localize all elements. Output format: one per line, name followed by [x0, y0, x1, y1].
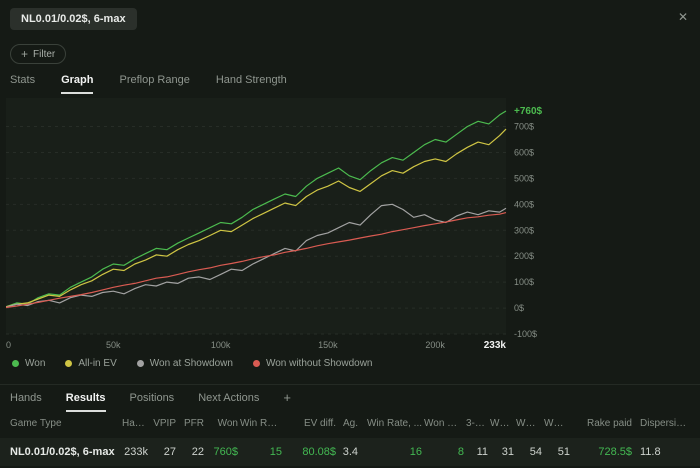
column-header-win-rate[interactable]: Win Rate ...	[240, 418, 284, 429]
bottom-tab-hands[interactable]: Hands	[10, 392, 42, 404]
y-axis-tick-label: 0$	[514, 303, 524, 313]
tab-stats[interactable]: Stats	[10, 74, 36, 86]
cell-vpip: 27	[163, 446, 176, 458]
legend-label: Won without Showdown	[265, 358, 373, 369]
series-line-won-without-showdown	[5, 212, 507, 309]
add-tab-button[interactable]: +	[283, 390, 291, 405]
column-header-pfr[interactable]: PFR	[184, 418, 204, 429]
cell-3bet: 11	[476, 446, 488, 458]
column-header-win-rate-2[interactable]: Win Rate, ...	[366, 418, 422, 429]
cell-rake-paid: 728.5$	[598, 446, 632, 458]
y-axis-tick-label: 700$	[514, 122, 534, 132]
cell-ev-diff: 80.08$	[302, 446, 336, 458]
series-line-won-at-showdown	[5, 203, 507, 308]
column-header-game-type[interactable]: Game Type	[10, 418, 62, 429]
chart-end-value-label: +760$	[514, 106, 543, 117]
view-tabs: Stats Graph Preflop Range Hand Strength	[10, 74, 287, 94]
bottom-tab-next-actions[interactable]: Next Actions	[198, 392, 260, 404]
legend-item-won-without-showdown[interactable]: Won without Showdown	[252, 358, 373, 369]
y-axis-tick-label: 100$	[514, 277, 534, 287]
x-axis-tick-label: 150k	[318, 340, 338, 350]
column-header-wwsf[interactable]: WWSF%	[544, 418, 572, 429]
legend-label: All-in EV	[78, 358, 117, 369]
cell-dispersion: 11.8	[640, 446, 661, 458]
won-series-dot-icon	[12, 360, 19, 367]
column-header-won-with[interactable]: Won With...	[424, 418, 466, 429]
column-header-ag[interactable]: Ag.	[342, 418, 358, 429]
series-line-all-in-ev	[5, 128, 507, 308]
results-table-header: Game Type Hands VPIP PFR Won Win Rate ..…	[10, 418, 700, 429]
y-axis-tick-label: 400$	[514, 199, 534, 209]
allin-ev-series-dot-icon	[65, 360, 73, 367]
bottom-tab-results[interactable]: Results	[65, 392, 106, 412]
cell-wsd: 54	[529, 446, 542, 458]
cell-won: 760$	[213, 446, 238, 458]
results-tabs: Hands Results Positions Next Actions +	[10, 390, 291, 412]
column-header-hands[interactable]: Hands	[122, 418, 150, 429]
column-header-dispersion[interactable]: Dispersio...	[640, 418, 690, 429]
cell-game-type: NL0.01/0.02$, 6-max	[10, 446, 115, 458]
y-axis-tick-label: 500$	[514, 173, 534, 183]
won-without-showdown-series-dot-icon	[252, 360, 260, 367]
won-at-showdown-series-dot-icon	[136, 360, 144, 367]
cell-wwsf: 51	[557, 446, 570, 458]
column-header-rake-paid[interactable]: Rake paid	[586, 418, 632, 429]
filter-button-label: Filter	[33, 48, 56, 60]
legend-label: Won at Showdown	[149, 358, 233, 369]
x-axis-tick-label: 200k	[425, 340, 445, 350]
legend-item-allin-ev[interactable]: All-in EV	[65, 358, 117, 369]
bottom-tab-positions[interactable]: Positions	[129, 392, 175, 404]
cell-pfr: 22	[191, 446, 204, 458]
tab-hand-strength[interactable]: Hand Strength	[215, 74, 287, 86]
filter-button[interactable]: + Filter	[10, 44, 67, 64]
cell-won-with: 8	[457, 446, 464, 458]
cell-ag: 3.4	[342, 446, 358, 458]
legend-item-won-at-showdown[interactable]: Won at Showdown	[136, 358, 233, 369]
cell-hands: 233k	[124, 446, 148, 458]
x-axis-tick-label: 233k	[484, 340, 507, 351]
y-axis-tick-label: 200$	[514, 251, 534, 261]
plus-icon: +	[21, 47, 29, 61]
x-axis-tick-label: 100k	[211, 340, 231, 350]
close-icon[interactable]: ✕	[677, 10, 688, 24]
legend-label: Won	[25, 358, 46, 369]
column-header-won[interactable]: Won	[217, 418, 238, 429]
chart-legend: Won All-in EV Won at Showdown Won withou…	[12, 358, 373, 369]
column-header-ev-diff[interactable]: EV diff.	[303, 418, 336, 429]
winnings-chart-svg: 700$ 600$ 500$ 400$ 300$ 200$ 100$ 0$ -100$ +760$…	[5, 98, 543, 351]
tab-graph[interactable]: Graph	[61, 74, 94, 94]
cell-win-rate: 15	[269, 446, 282, 458]
winnings-chart[interactable]: 700$ 600$ 500$ 400$ 300$ 200$ 100$ 0$ -100$ +760$…	[5, 94, 566, 352]
section-divider	[0, 384, 700, 385]
column-header-wtsd[interactable]: WTSD	[490, 418, 516, 429]
y-axis-tick-label: 600$	[514, 147, 534, 157]
game-type-filter-chip[interactable]: NL0.01/0.02$, 6-max	[10, 8, 137, 30]
cell-win-rate-2: 16	[409, 446, 422, 458]
column-header-wsd[interactable]: W%SD	[516, 418, 544, 429]
column-header-3bet[interactable]: 3-Bet	[466, 418, 490, 429]
column-header-vpip[interactable]: VPIP	[153, 418, 176, 429]
legend-item-won[interactable]: Won	[12, 358, 45, 369]
x-axis-tick-label: 0	[6, 340, 11, 350]
table-row[interactable]: NL0.01/0.02$, 6-max 233k 27 22 760$ 15 8…	[0, 438, 700, 466]
x-axis-tick-label: 50k	[106, 340, 121, 350]
series-line-won	[5, 110, 507, 308]
tab-preflop-range[interactable]: Preflop Range	[119, 74, 190, 86]
chart-plot-area	[6, 98, 506, 334]
y-axis-tick-label: 300$	[514, 225, 534, 235]
y-axis-tick-label: -100$	[514, 329, 537, 339]
cell-wtsd: 31	[501, 446, 514, 458]
